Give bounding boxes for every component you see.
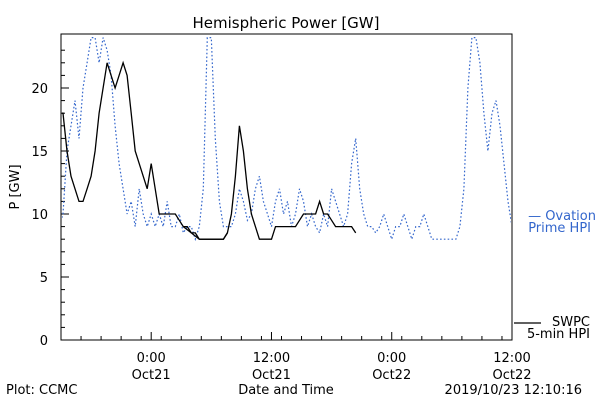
swpc-5-min-hpi-line xyxy=(62,60,357,240)
footer-plot-credit: Plot: CCMC xyxy=(6,383,77,398)
y-axis-label: P [GW] xyxy=(8,164,23,209)
x-tick-time-label: 12:00 xyxy=(253,351,290,366)
y-tick-label: 20 xyxy=(31,82,48,97)
x-tick-date-label: Oct22 xyxy=(492,368,531,383)
ovation-legend-line-1: — Ovation xyxy=(528,209,596,224)
x-tick-time-label: 12:00 xyxy=(493,351,530,366)
x-axis: 0:00 Oct21 12:00 Oct21 0:00 Oct22 12:00 Oct22 xyxy=(60,332,532,383)
y-tick-label: 10 xyxy=(31,208,48,223)
series-layer xyxy=(62,37,511,242)
x-tick-date-label: Oct21 xyxy=(132,368,171,383)
ovation-legend-line-2: Prime HPI xyxy=(528,221,591,236)
y-tick-label: 15 xyxy=(31,145,48,160)
x-tick-time-label: 0:00 xyxy=(377,351,406,366)
x-axis-label: Date and Time xyxy=(238,383,334,398)
swpc-5-min-hpi-overlay-line xyxy=(182,226,228,240)
swpc-legend-line-1: SWPC xyxy=(552,315,590,330)
plot-border xyxy=(60,33,513,341)
plot-frame xyxy=(60,33,513,341)
x-tick-time-label: 0:00 xyxy=(137,351,166,366)
y-tick-label: 5 xyxy=(40,271,48,286)
x-tick-date-label: Oct21 xyxy=(252,368,291,383)
y-tick-label: 0 xyxy=(40,334,48,349)
chart-title: Hemispheric Power [GW] xyxy=(193,14,380,32)
swpc-legend-line-2: 5-min HPI xyxy=(527,327,590,342)
x-tick-date-label: Oct22 xyxy=(372,368,411,383)
y-axis: 0 5 10 15 20 xyxy=(31,49,69,349)
ovation-prime-hpi-line xyxy=(62,37,511,242)
footer-timestamp: 2019/10/23 12:10:16 xyxy=(445,383,582,398)
